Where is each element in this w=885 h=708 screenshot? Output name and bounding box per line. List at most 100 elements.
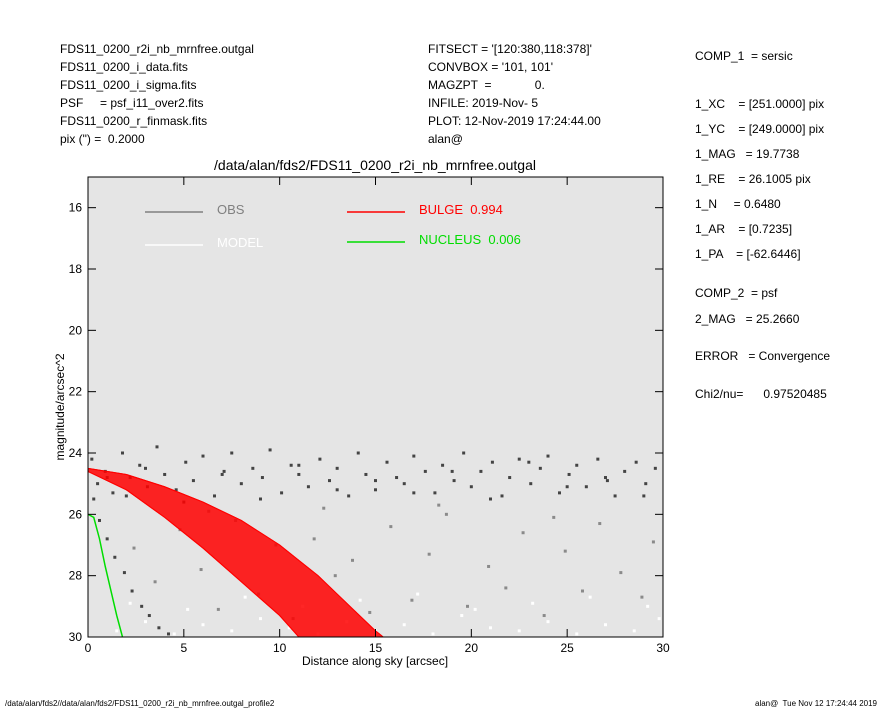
header-right-line: COMP_2 = psf bbox=[695, 286, 778, 300]
data-point bbox=[389, 525, 393, 529]
data-point bbox=[427, 552, 431, 556]
data-point bbox=[356, 451, 360, 455]
data-point bbox=[521, 531, 525, 535]
data-point bbox=[431, 632, 435, 636]
legend-label: NUCLEUS 0.006 bbox=[419, 232, 521, 247]
y-tick-label: 30 bbox=[69, 630, 83, 644]
data-point bbox=[433, 491, 437, 495]
chart-title: /data/alan/fds2/FDS11_0200_r2i_nb_mrnfre… bbox=[214, 157, 536, 173]
x-tick-label: 20 bbox=[465, 641, 479, 655]
data-point bbox=[374, 488, 377, 492]
bulge-edge bbox=[88, 467, 384, 637]
data-point bbox=[260, 476, 264, 480]
header-middle-line: FITSECT = '[120:380,118:378]' bbox=[428, 42, 592, 56]
data-point bbox=[416, 592, 420, 596]
data-point bbox=[153, 580, 157, 584]
data-point bbox=[423, 469, 427, 473]
header-left-line: pix (") = 0.2000 bbox=[60, 132, 145, 146]
data-point bbox=[623, 469, 627, 473]
data-point bbox=[402, 482, 406, 486]
y-tick-label: 22 bbox=[69, 385, 83, 399]
data-point bbox=[604, 623, 607, 627]
data-point bbox=[289, 463, 293, 467]
x-tick-label: 30 bbox=[656, 641, 670, 655]
data-point bbox=[584, 485, 588, 489]
plot-data bbox=[88, 445, 661, 637]
header-middle-line: INFILE: 2019-Nov- 5 bbox=[428, 96, 538, 110]
header-right-line: 2_MAG = 25.2660 bbox=[695, 312, 800, 326]
data-point bbox=[598, 522, 602, 526]
data-point bbox=[220, 472, 224, 476]
data-point bbox=[487, 564, 491, 568]
data-point bbox=[563, 549, 567, 553]
data-point bbox=[653, 466, 657, 470]
data-point bbox=[259, 497, 262, 501]
data-point bbox=[174, 488, 178, 492]
data-point bbox=[374, 479, 377, 483]
x-tick-label: 0 bbox=[85, 641, 92, 655]
data-point bbox=[460, 614, 464, 618]
y-tick-label: 26 bbox=[69, 507, 83, 521]
profile-line bbox=[88, 513, 124, 637]
data-point bbox=[605, 479, 609, 483]
data-point bbox=[155, 445, 159, 449]
data-point bbox=[466, 604, 469, 608]
data-point bbox=[450, 469, 454, 473]
data-point bbox=[297, 463, 301, 467]
header-right-line: ERROR = Convergence bbox=[695, 349, 830, 363]
data-point bbox=[201, 623, 205, 627]
header-left-line: FDS11_0200_r_finmask.fits bbox=[60, 114, 207, 128]
data-point bbox=[122, 571, 126, 575]
data-point bbox=[306, 485, 310, 489]
data-point bbox=[538, 466, 542, 470]
data-point bbox=[604, 476, 607, 480]
data-point bbox=[138, 463, 142, 467]
header-left-line: FDS11_0200_i_data.fits bbox=[60, 60, 188, 74]
y-tick-label: 18 bbox=[69, 262, 83, 276]
data-point bbox=[385, 460, 389, 464]
plot-background bbox=[88, 177, 663, 637]
footer-left: /data/alan/fds2//data/alan/fds2/FDS11_02… bbox=[5, 699, 275, 708]
x-tick-label: 10 bbox=[273, 641, 287, 655]
data-point bbox=[98, 518, 101, 522]
data-point bbox=[230, 451, 234, 455]
data-point bbox=[596, 457, 600, 461]
data-point bbox=[144, 466, 147, 470]
data-point bbox=[364, 472, 368, 476]
x-tick-label: 15 bbox=[369, 641, 383, 655]
header-right-line: 1_AR = [0.7235] bbox=[695, 222, 792, 236]
data-point bbox=[322, 506, 326, 510]
data-point bbox=[500, 494, 504, 498]
data-point bbox=[92, 497, 96, 501]
header-middle-line: alan@ bbox=[428, 132, 463, 146]
header-right-line: COMP_1 = sersic bbox=[695, 49, 793, 63]
data-point bbox=[489, 626, 492, 630]
data-point bbox=[531, 601, 535, 605]
legend-label: BULGE 0.994 bbox=[419, 202, 503, 217]
data-point bbox=[128, 601, 132, 605]
data-point bbox=[213, 494, 216, 498]
y-tick-label: 24 bbox=[69, 446, 83, 460]
x-tick-label: 25 bbox=[560, 641, 574, 655]
data-point bbox=[402, 623, 406, 627]
data-point bbox=[105, 537, 109, 541]
data-point bbox=[546, 454, 550, 458]
data-point bbox=[111, 491, 115, 495]
header-left-line: FDS11_0200_i_sigma.fits bbox=[60, 78, 197, 92]
data-point bbox=[542, 614, 546, 618]
data-point bbox=[412, 454, 416, 458]
data-point bbox=[216, 607, 220, 611]
data-point bbox=[529, 482, 533, 486]
y-tick-label: 16 bbox=[69, 201, 83, 215]
data-point bbox=[489, 497, 492, 501]
data-point bbox=[184, 460, 188, 464]
data-point bbox=[147, 614, 151, 618]
header-right-line: 1_N = 0.6480 bbox=[695, 197, 781, 211]
data-point bbox=[90, 457, 94, 461]
data-point bbox=[163, 472, 167, 476]
header-middle-line: CONVBOX = '101, 101' bbox=[428, 60, 553, 74]
data-point bbox=[517, 629, 521, 633]
header-middle-line: PLOT: 12-Nov-2019 17:24:44.00 bbox=[428, 114, 601, 128]
data-point bbox=[259, 617, 262, 621]
data-point bbox=[358, 598, 362, 602]
